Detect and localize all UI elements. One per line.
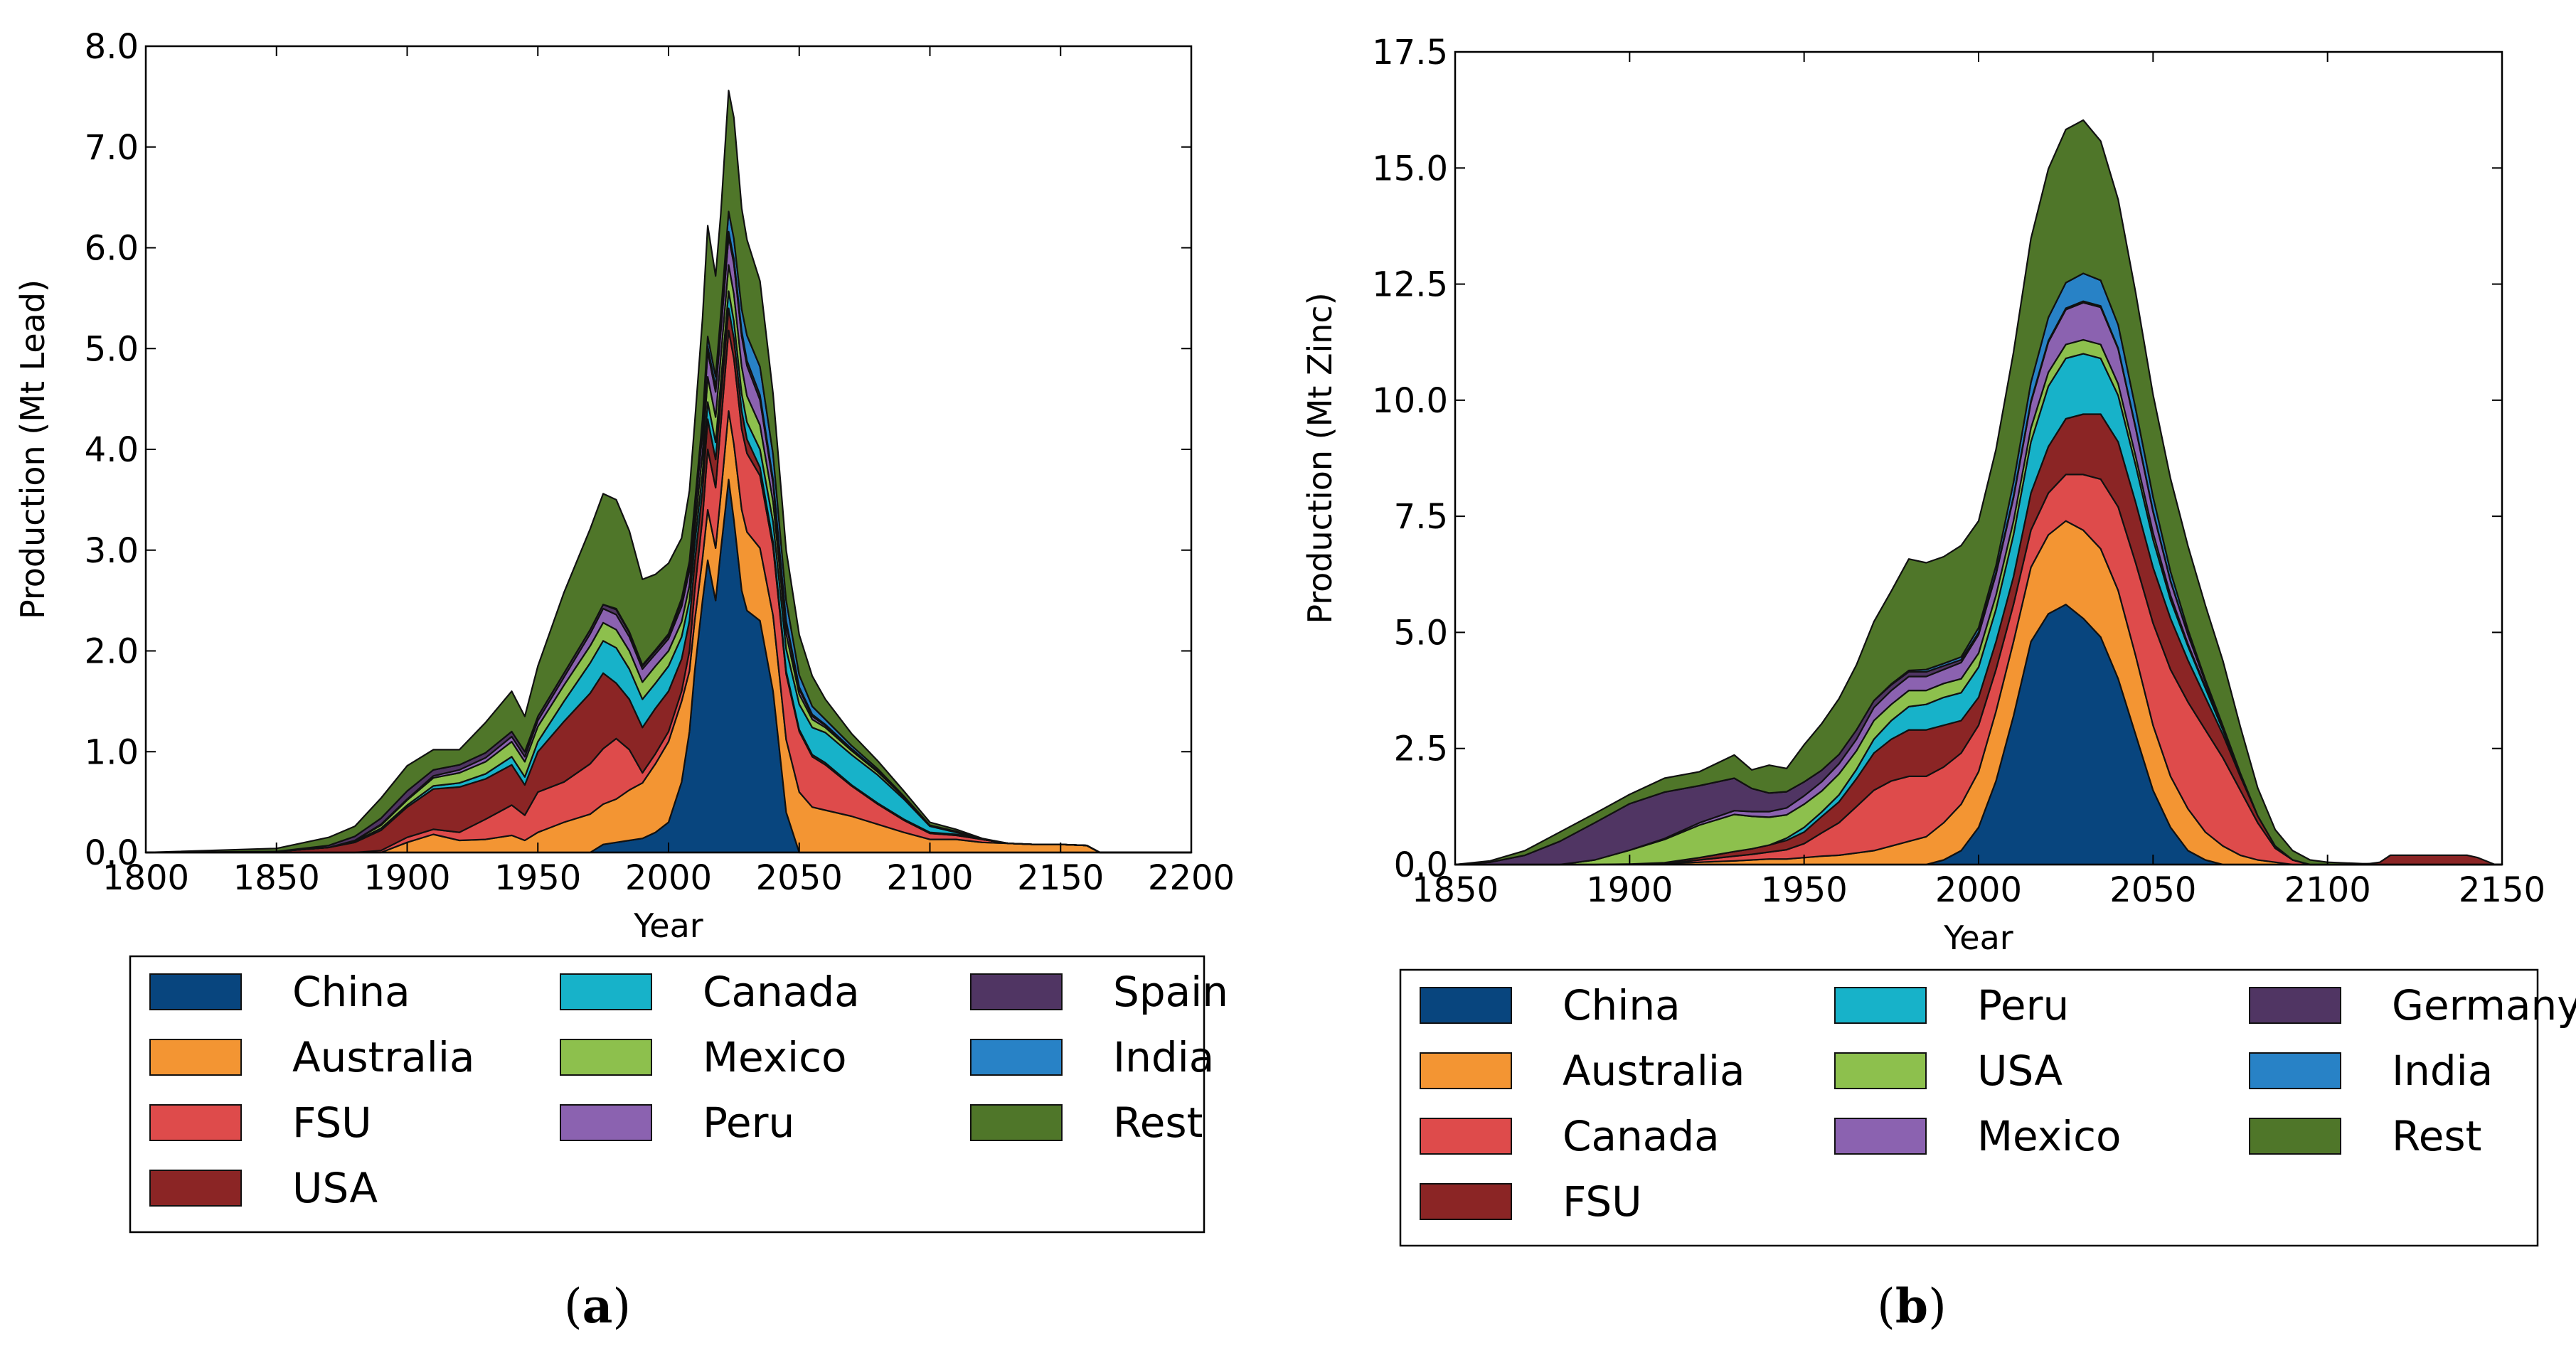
y-tick-label: 0.0 <box>85 833 139 873</box>
zinc-y-axis-label: Production (Mt Zinc) <box>1301 292 1339 624</box>
legend-swatch-china <box>1420 987 1512 1024</box>
legend-swatch-mexico <box>560 1039 652 1076</box>
legend-label-usa: USA <box>1977 1047 2063 1095</box>
legend-swatch-mexico <box>1834 1118 1927 1155</box>
y-tick-label: 2.0 <box>85 632 139 672</box>
lead-panel-caption: (a) <box>564 1278 631 1334</box>
legend-label-mexico: Mexico <box>703 1033 847 1081</box>
x-tick-label: 1950 <box>1761 870 1848 910</box>
legend-swatch-australia <box>149 1039 242 1076</box>
x-tick-label: 1850 <box>233 858 320 898</box>
legend-swatch-canada <box>1420 1118 1512 1155</box>
legend-swatch-peru <box>560 1104 652 1141</box>
y-tick-label: 3.0 <box>85 531 139 571</box>
x-tick-label: 2150 <box>1017 858 1104 898</box>
legend-label-china: China <box>1563 981 1681 1030</box>
legend-swatch-fsu <box>149 1104 242 1141</box>
y-tick-label: 12.5 <box>1372 265 1448 305</box>
legend-swatch-china <box>149 973 242 1010</box>
legend-label-rest: Rest <box>1113 1098 1203 1147</box>
lead-stacked-areas <box>144 90 1193 854</box>
lead-axes: 1800 1850 1900 1950 2000 2050 2100 2150 2200 0.0 1… <box>85 27 1235 898</box>
legend-label-fsu: FSU <box>292 1098 372 1147</box>
legend-label-usa: USA <box>292 1164 378 1212</box>
legend-swatch-australia <box>1420 1052 1512 1089</box>
legend-label-australia: Australia <box>1563 1047 1745 1095</box>
legend-swatch-spain <box>970 973 1063 1010</box>
legend-label-rest: Rest <box>2392 1112 2481 1160</box>
legend-swatch-fsu <box>1420 1183 1512 1220</box>
zinc-panel-caption: (b) <box>1877 1278 1947 1334</box>
zinc-x-axis-label: Year <box>1943 919 2013 957</box>
legend-label-china: China <box>292 968 410 1016</box>
lead-legend: China Australia FSU USA Canada Mexico Peru Spai… <box>129 955 1228 1234</box>
legend-swatch-india <box>970 1039 1063 1076</box>
legend-swatch-rest <box>2249 1118 2341 1155</box>
zinc-stacked-areas <box>1454 119 2503 866</box>
y-tick-label: 4.0 <box>85 430 139 470</box>
y-tick-label: 7.5 <box>1394 497 1448 537</box>
lead-y-axis-label: Production (Mt Lead) <box>14 279 52 619</box>
y-tick-label: 8.0 <box>85 27 139 67</box>
x-tick-label: 2050 <box>2109 870 2196 910</box>
x-tick-label: 2150 <box>2459 870 2545 910</box>
legend-label-australia: Australia <box>292 1033 475 1081</box>
y-tick-label: 1.0 <box>85 732 139 772</box>
lead-x-axis-label: Year <box>633 907 703 945</box>
legend-label-fsu: FSU <box>1563 1177 1642 1226</box>
chart-lead: 1800 1850 1900 1950 2000 2050 2100 2150 2200 0.0 1… <box>14 27 1235 1334</box>
x-tick-label: 1800 <box>102 858 189 898</box>
chart-zinc: 1850 1900 1950 2000 2050 2100 2150 0.0 2.5 5.0 7.5… <box>1301 33 2576 1334</box>
legend-swatch-germany <box>2249 987 2341 1024</box>
legend-swatch-peru <box>1834 987 1927 1024</box>
x-tick-label: 2050 <box>756 858 843 898</box>
y-tick-label: 15.0 <box>1372 149 1448 188</box>
x-tick-label: 2200 <box>1148 858 1235 898</box>
legend-label-canada: Canada <box>703 968 860 1016</box>
x-tick-label: 2100 <box>2284 870 2371 910</box>
x-tick-label: 1950 <box>494 858 581 898</box>
legend-label-canada: Canada <box>1563 1112 1720 1160</box>
y-tick-label: 0.0 <box>1394 845 1448 885</box>
x-tick-label: 1850 <box>1412 870 1499 910</box>
legend-box <box>1399 968 2539 1247</box>
y-tick-label: 5.0 <box>85 329 139 369</box>
zinc-axes: 1850 1900 1950 2000 2050 2100 2150 0.0 2.5 5.0 7.5… <box>1372 33 2545 910</box>
y-tick-label: 6.0 <box>85 229 139 269</box>
legend-swatch-usa <box>149 1170 242 1207</box>
y-tick-label: 5.0 <box>1394 613 1448 653</box>
y-tick-label: 7.0 <box>85 128 139 168</box>
legend-label-india: India <box>2392 1047 2493 1095</box>
legend-label-spain: Spain <box>1113 968 1228 1016</box>
y-tick-label: 17.5 <box>1372 33 1448 73</box>
x-tick-label: 1900 <box>363 858 450 898</box>
legend-label-peru: Peru <box>1977 981 2069 1030</box>
y-tick-label: 2.5 <box>1394 729 1448 769</box>
legend-label-mexico: Mexico <box>1977 1112 2122 1160</box>
x-tick-label: 2000 <box>1935 870 2022 910</box>
legend-swatch-usa <box>1834 1052 1927 1089</box>
legend-swatch-rest <box>970 1104 1063 1141</box>
legend-swatch-india <box>2249 1052 2341 1089</box>
x-tick-label: 1900 <box>1586 870 1673 910</box>
legend-swatch-canada <box>560 973 652 1010</box>
legend-label-germany: Germany <box>2392 981 2576 1030</box>
zinc-legend: China Australia Canada FSU Peru USA Mexico Germ… <box>1399 968 2576 1247</box>
y-tick-label: 10.0 <box>1372 381 1448 421</box>
area-fsu-tail <box>2362 854 2496 866</box>
x-tick-label: 2000 <box>625 858 712 898</box>
x-tick-label: 2100 <box>886 858 973 898</box>
legend-label-peru: Peru <box>703 1098 794 1147</box>
legend-label-india: India <box>1113 1033 1214 1081</box>
